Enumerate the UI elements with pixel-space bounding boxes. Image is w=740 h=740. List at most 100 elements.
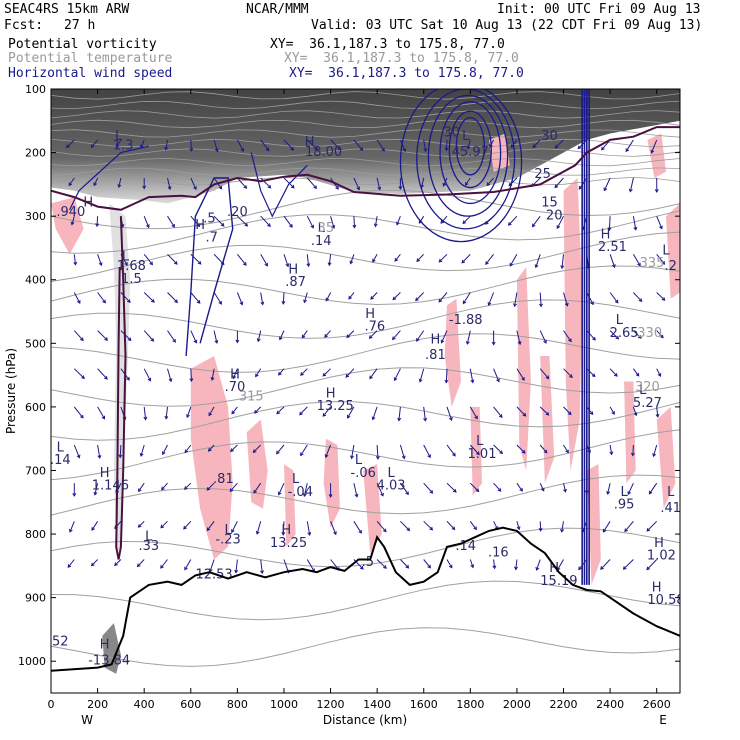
wind-vector-head: [314, 146, 319, 151]
contour-annotation: 2.65: [610, 326, 639, 341]
wind-vector: [190, 292, 201, 304]
wind-vector-head: [143, 416, 148, 421]
theta-contour-12: [51, 627, 680, 667]
pink-blob-15: [647, 133, 666, 178]
wind-vector: [325, 444, 332, 458]
wind-vector: [213, 139, 218, 152]
wind-vector-head: [347, 414, 351, 419]
wind-vector-head: [377, 186, 382, 191]
wind-vector-head: [302, 493, 307, 498]
wind-vector: [167, 292, 178, 303]
wind-vector: [73, 254, 76, 265]
wind-vector-head: [565, 449, 569, 454]
wind-vector-head: [660, 334, 664, 339]
contour-annotation: H: [100, 466, 110, 481]
wind-vector: [609, 254, 616, 268]
wind-vector: [423, 520, 433, 531]
wind-vector-head: [375, 456, 380, 460]
wind-vector-head: [229, 488, 234, 493]
wind-vector-head: [652, 453, 657, 458]
wind-vector-head: [451, 526, 456, 531]
wind-vector-head: [359, 147, 364, 152]
wind-vector-head: [406, 527, 411, 532]
wind-vector-head: [207, 447, 212, 452]
wind-vector-head: [65, 144, 70, 149]
wind-vector-head: [509, 262, 514, 267]
wind-vector: [656, 368, 661, 377]
wind-vector: [561, 254, 564, 269]
wind-vector: [629, 177, 634, 192]
wind-vector-head: [354, 493, 359, 498]
wind-vector-head: [139, 144, 144, 149]
wind-vector: [633, 292, 643, 302]
wind-vector: [466, 330, 471, 345]
wind-vector: [230, 444, 238, 452]
contour-annotation: H: [601, 227, 611, 242]
wind-vector-head: [554, 184, 559, 189]
wind-vector: [656, 253, 665, 265]
wind-vector: [161, 482, 168, 491]
wind-vector-head: [142, 185, 147, 190]
wind-vector: [322, 406, 331, 417]
wind-vector-head: [638, 298, 643, 303]
wind-vector: [211, 368, 215, 381]
wind-vector: [486, 177, 494, 186]
wind-vector-head: [206, 527, 211, 532]
wind-vector: [236, 292, 243, 305]
wind-vector-head: [396, 221, 400, 226]
wind-vector-head: [442, 182, 447, 187]
wind-vector-head: [97, 455, 102, 459]
wind-vector: [231, 406, 238, 415]
x-tick-label: 600: [180, 698, 201, 711]
wind-vector-head: [118, 454, 123, 459]
theta-contour-1: [51, 210, 680, 254]
wind-vector: [419, 368, 425, 382]
wind-vector-head: [581, 226, 586, 231]
contour-annotation: L: [57, 440, 65, 455]
wind-vector: [143, 292, 155, 303]
wind-vector-head: [521, 377, 525, 381]
theta-contour-7: [51, 401, 680, 441]
wind-vector-head: [476, 451, 480, 456]
wind-vector: [493, 406, 503, 418]
wind-vector: [167, 253, 178, 265]
wind-vector-head: [69, 528, 73, 533]
wind-vector-head: [289, 224, 293, 228]
wind-vector-head: [603, 187, 608, 192]
wind-contours: [69, 89, 590, 585]
wind-vector-head: [90, 562, 95, 567]
wind-vector-head: [600, 566, 604, 570]
wind-vector: [586, 330, 596, 341]
contour-annotation: 1.146: [92, 479, 129, 494]
wind-vector: [278, 368, 285, 376]
contour-annotation: H: [652, 580, 662, 595]
wind-vector: [539, 406, 549, 416]
wind-vector-head: [563, 488, 567, 493]
wind-vector-head: [197, 260, 202, 265]
wind-vector: [143, 330, 154, 342]
wind-vector: [254, 406, 262, 414]
wind-vector-head: [607, 227, 612, 232]
contour-annotation: H: [431, 332, 441, 347]
wind-vector-head: [234, 569, 239, 574]
wind-vector-head: [462, 300, 467, 305]
wind-vector-head: [423, 417, 428, 422]
wind-vector-head: [67, 564, 72, 568]
wind-vector-head: [578, 185, 583, 190]
wind-vector: [300, 444, 308, 456]
contour-annotation: H: [100, 638, 110, 653]
wind-vector-head: [196, 300, 201, 304]
wind-vector: [442, 177, 448, 187]
wind-vector-head: [587, 449, 591, 454]
wind-vector: [213, 253, 225, 265]
wind-vector-head: [76, 454, 81, 459]
wind-vector-head: [470, 564, 475, 569]
wind-vector: [462, 292, 471, 304]
wind-vector-head: [322, 372, 327, 377]
wind-vector: [624, 520, 634, 532]
wind-vector: [229, 482, 238, 492]
theta-upper-0: [51, 91, 680, 100]
wind-vector-head: [193, 186, 197, 191]
contour-annotation: L: [224, 523, 232, 538]
wind-vector: [140, 139, 145, 149]
